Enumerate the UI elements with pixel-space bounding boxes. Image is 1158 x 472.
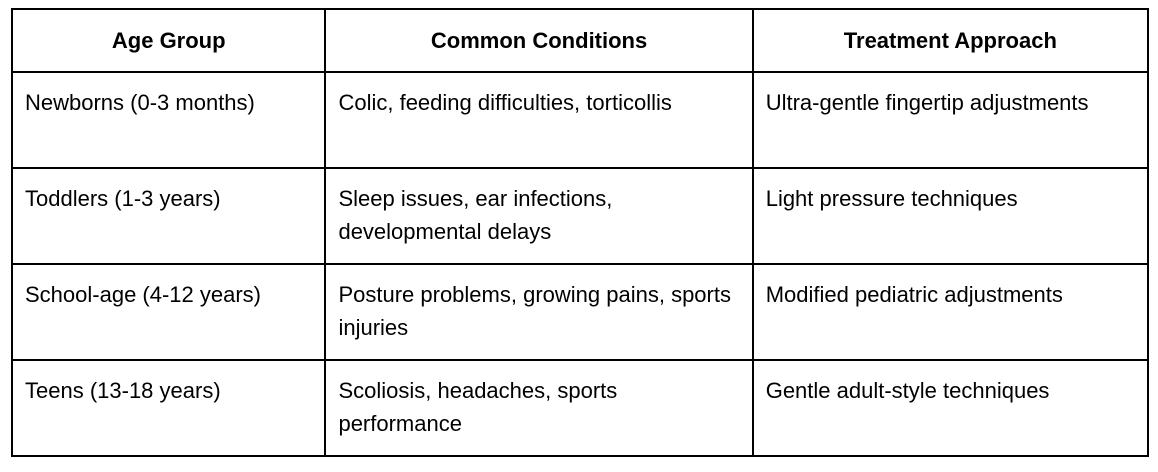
cell-age-group: Teens (13-18 years) [10,359,327,457]
cell-conditions: Sleep issues, ear infections, developmen… [324,167,754,265]
cell-age-group: School-age (4-12 years) [10,263,327,361]
table-row: Newborns (0-3 months) Colic, feeding dif… [10,71,1150,169]
cell-treatment: Modified pediatric adjustments [751,263,1150,361]
pediatric-care-table: Age Group Common Conditions Treatment Ap… [10,8,1150,457]
table-row: School-age (4-12 years) Posture problems… [10,263,1150,361]
table-row: Teens (13-18 years) Scoliosis, headaches… [10,359,1150,457]
cell-conditions: Scoliosis, headaches, sports performance [324,359,754,457]
cell-treatment: Ultra-gentle fingertip adjustments [751,71,1150,169]
cell-conditions: Posture problems, growing pains, sports … [324,263,754,361]
cell-age-group: Newborns (0-3 months) [10,71,327,169]
header-age-group: Age Group [10,8,327,73]
cell-age-group: Toddlers (1-3 years) [10,167,327,265]
cell-treatment: Gentle adult-style techniques [751,359,1150,457]
cell-conditions: Colic, feeding difficulties, torticollis [324,71,754,169]
table-row: Toddlers (1-3 years) Sleep issues, ear i… [10,167,1150,265]
header-treatment-approach: Treatment Approach [751,8,1150,73]
cell-treatment: Light pressure techniques [751,167,1150,265]
header-row: Age Group Common Conditions Treatment Ap… [10,8,1150,73]
header-common-conditions: Common Conditions [324,8,754,73]
